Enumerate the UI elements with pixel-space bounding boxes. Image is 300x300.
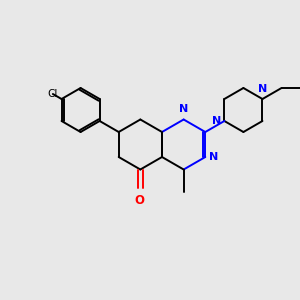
Text: O: O [134,194,144,208]
Text: N: N [212,116,221,126]
Text: Cl: Cl [48,89,58,99]
Text: N: N [258,84,267,94]
Text: N: N [179,104,188,115]
Text: N: N [209,152,219,162]
